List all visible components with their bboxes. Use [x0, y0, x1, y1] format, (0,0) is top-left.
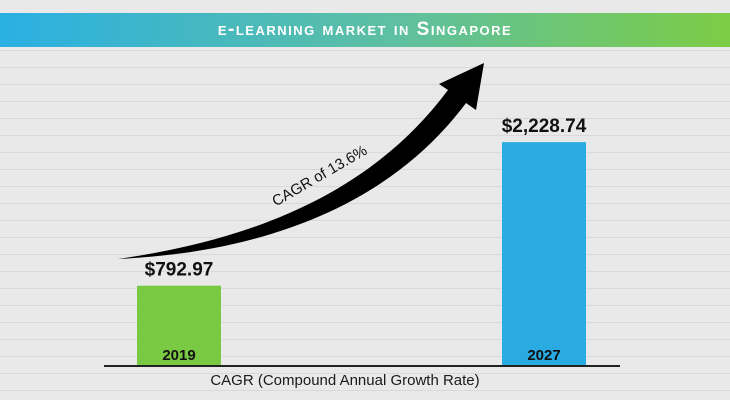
growth-arrow [118, 63, 484, 259]
bars-layer: $792.97 2019 $2,228.74 2027 [137, 116, 587, 365]
bar-2027 [502, 142, 586, 365]
growth-arrow-layer: CAGR of 13.6% [118, 63, 484, 259]
title-banner: e-learning market in Singapore [0, 13, 730, 47]
category-label-2019: 2019 [162, 347, 195, 364]
value-label-2027: $2,228.74 [502, 116, 587, 137]
category-label-2027: 2027 [527, 347, 560, 364]
chart-title: e-learning market in Singapore [217, 19, 513, 40]
bar-2019 [137, 285, 221, 365]
value-label-2019: $792.97 [145, 260, 214, 281]
x-axis-label: CAGR (Compound Annual Growth Rate) [210, 372, 480, 389]
